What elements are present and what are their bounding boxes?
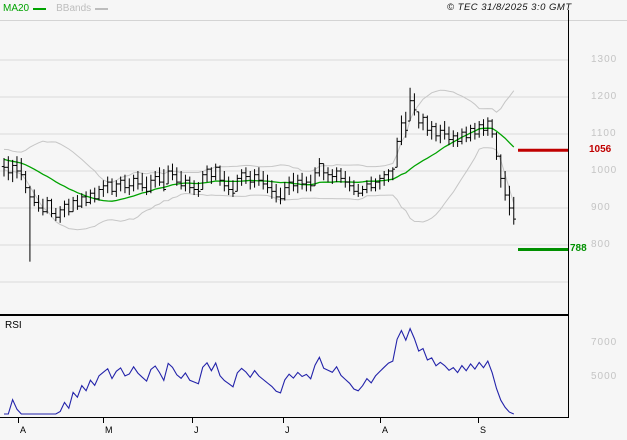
support-level-label: 788 <box>570 243 587 254</box>
y-axis-label: 1100 <box>591 128 617 139</box>
x-axis-month-label: A <box>382 425 389 435</box>
x-axis-month-label: A <box>20 425 27 435</box>
y-axis-label: 1300 <box>591 54 618 65</box>
legend-item-bbands: BBands <box>56 3 109 14</box>
bollinger-lower-band <box>3 147 515 231</box>
x-axis-month-label: J <box>285 425 290 435</box>
y-axis-label: 1200 <box>591 91 618 102</box>
copyright-text: © TEC 31/8/2025 3:0 GMT <box>447 2 572 13</box>
rsi-axis-label: 5000 <box>591 371 618 382</box>
y-axis-label: 1000 <box>591 165 618 176</box>
legend-ma20-label: MA20 <box>3 3 30 14</box>
rsi-panel-label: RSI <box>5 320 22 331</box>
x-axis-month-label: S <box>480 425 487 435</box>
rsi-line <box>4 327 515 415</box>
bollinger-upper-band <box>3 89 515 184</box>
x-axis-month-label: M <box>105 425 113 435</box>
x-axis-month-label: J <box>194 425 199 435</box>
legend-bbands-label: BBands <box>56 3 92 14</box>
resistance-level-label: 1056 <box>589 144 612 155</box>
legend-item-ma20: MA20 <box>3 3 47 14</box>
chart-legend: MA20 BBands <box>3 3 118 14</box>
y-axis-label: 900 <box>591 202 611 213</box>
y-axis-label: 800 <box>591 239 611 250</box>
legend-bbands-swatch <box>95 7 109 10</box>
rsi-panel-top-border <box>0 314 569 316</box>
legend-ma20-swatch <box>33 7 47 10</box>
rsi-axis-label: 7000 <box>591 337 618 348</box>
ma20-line <box>3 127 515 202</box>
